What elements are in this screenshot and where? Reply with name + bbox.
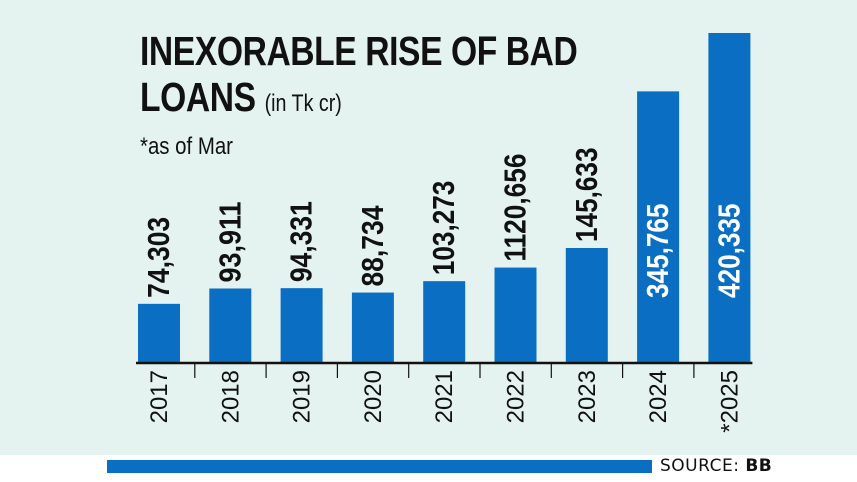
bar [423,281,466,362]
x-tick-label: 2023 [574,370,601,423]
data-label: 420,335 [711,204,746,299]
x-tick-label: 2017 [146,370,173,423]
data-label: 93,911 [212,201,247,282]
source-label: SOURCE: [660,456,740,476]
unit-label: (in Tk cr) [264,90,342,117]
data-label: 88,734 [355,205,390,287]
data-label: 103,273 [426,181,461,276]
source-bar [107,460,652,473]
bar [138,303,180,362]
data-label: 1120,656 [498,154,533,262]
x-tick-label: 2019 [289,370,316,423]
source: SOURCE: BB [660,456,772,476]
bar [708,33,751,362]
data-label: 94,331 [284,201,319,282]
data-label: 74,303 [141,217,176,298]
bar [565,248,608,362]
x-tick-label: 2022 [503,370,530,423]
bar [280,288,323,362]
bar [637,91,680,363]
x-tick-label: 2024 [645,370,672,423]
x-tick-label: 2020 [360,370,387,423]
x-tick-label: 2018 [217,370,244,423]
bar-chart: 74,303 2017 93,911 2018 94,331 2019 88,734 2020… [136,33,753,433]
chart-title: INEXORABLE RISE OF BAD LOANS (in Tk cr) [140,28,665,127]
data-label: 345,765 [640,204,675,299]
data-label: 145,633 [569,148,604,243]
x-tick-label: 2021 [431,370,458,423]
bar [494,267,537,362]
footnote: *as of Mar [140,133,233,160]
title-text: INEXORABLE RISE OF BAD LOANS [140,28,578,120]
bar [209,288,252,362]
source-value: BB [745,456,773,476]
x-tick-label: *2025 [716,370,743,433]
bar [351,292,394,362]
